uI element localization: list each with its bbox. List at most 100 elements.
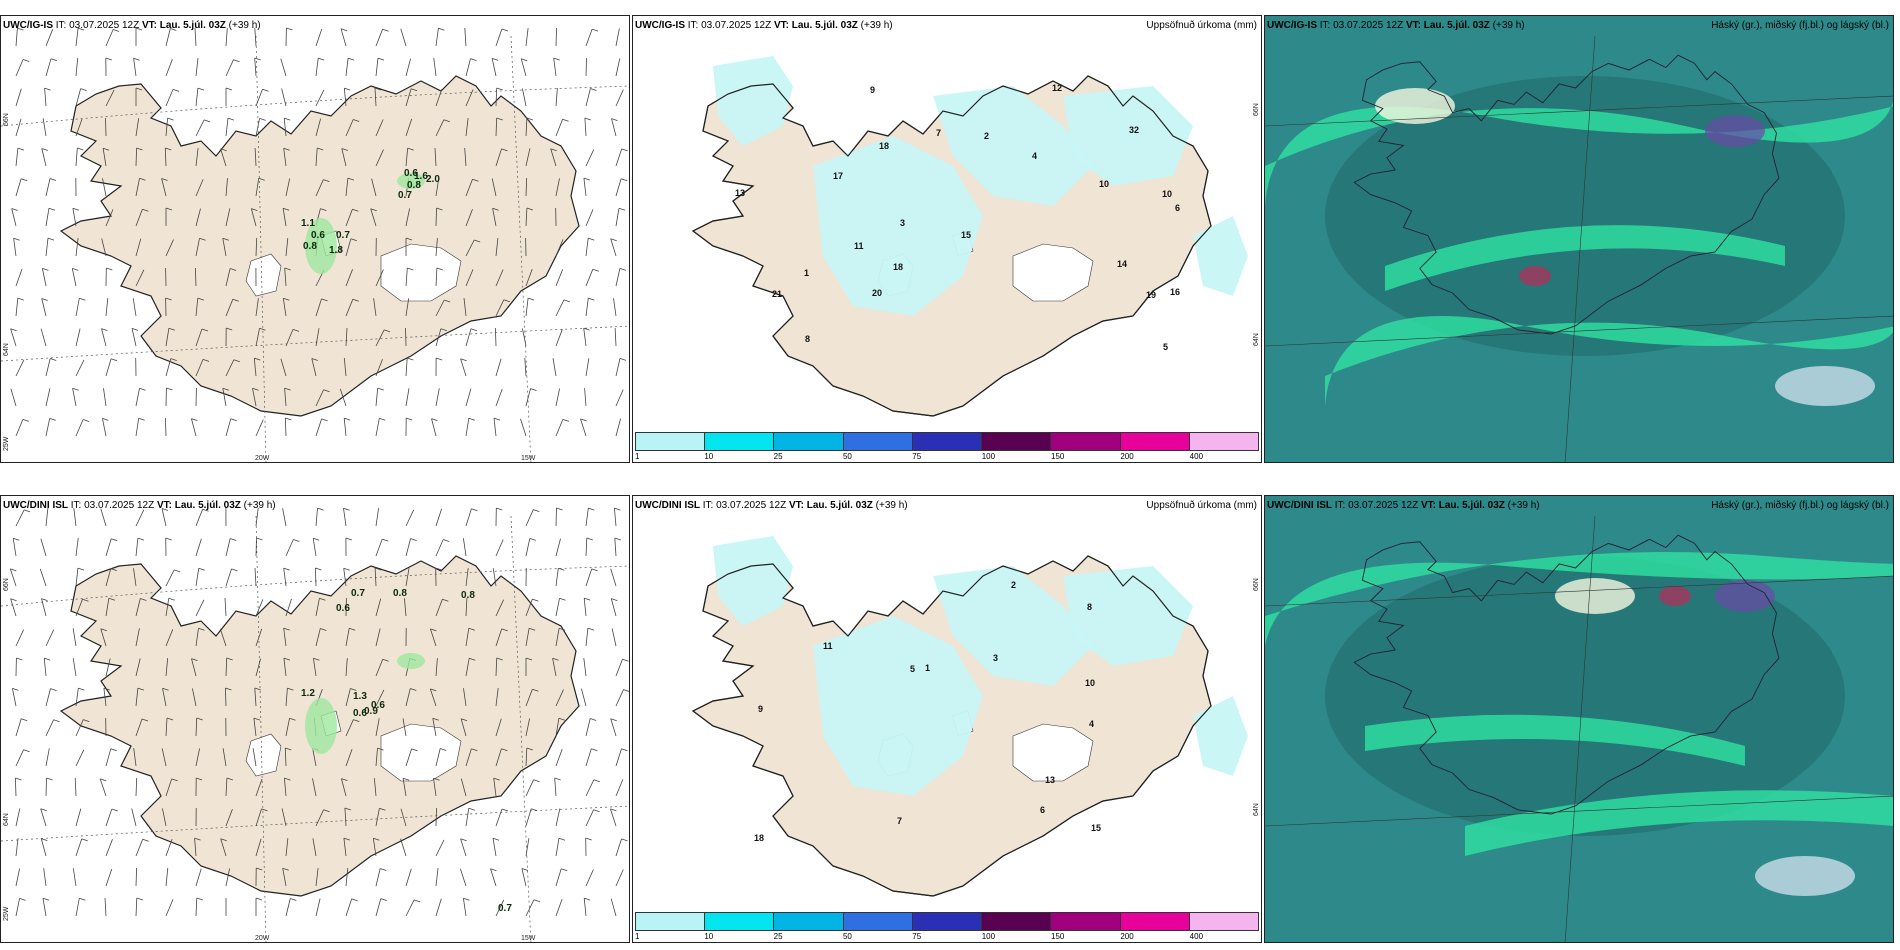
precip-value-label: 4	[1032, 151, 1037, 161]
legend-tick-label: 150	[1051, 932, 1065, 941]
lat-label-66: 66N	[3, 578, 10, 591]
wind-value-label: 0.6	[371, 700, 385, 711]
cloud-map-bottom	[1265, 496, 1893, 942]
precip-legend: 1 10 25 50 75 100 150 200 400	[635, 912, 1259, 941]
legend-tick-label: 75	[912, 932, 922, 941]
legend-tick-label: 10	[704, 932, 714, 941]
legend-swatch	[1051, 433, 1121, 450]
precip-panel-bottom: 10 13 18 15 11 7 6 5 8 4 3 2 1 9 UWC/DINI ISL IT: 03.…	[632, 495, 1262, 943]
panel-header: UWC/DINI ISL IT: 03.07.2025 12Z VT: Lau.…	[3, 500, 276, 511]
lon-label-20w: 20W	[255, 455, 270, 462]
legend-tick-label: 25	[773, 932, 783, 941]
legend-tick-label: 50	[842, 452, 852, 461]
legend-swatch	[1189, 433, 1258, 450]
legend-tick-label: 200	[1120, 452, 1134, 461]
lat-label-64: 64N	[3, 343, 10, 356]
wind-value-label: 1.1	[301, 218, 315, 229]
precip-value-label: 17	[833, 171, 843, 181]
legend-tick-label: 75	[912, 452, 922, 461]
panel-title: Uppsöfnuð úrkoma (mm)	[1146, 20, 1257, 31]
lat-label-64: 64N	[1253, 803, 1260, 816]
legend-swatch	[982, 433, 1052, 450]
wind-value-label: 0.8	[303, 241, 317, 252]
wind-value-label: 1.8	[329, 245, 343, 256]
legend-tick-label: 100	[981, 452, 996, 461]
lat-label-64: 64N	[1253, 333, 1260, 346]
legend-swatch	[774, 913, 844, 930]
wind-value-label: 0.6	[311, 230, 325, 241]
wind-panel-bottom: 0.7 0.6 0.8 0.8 1.2 1.3 0.6 0.6 0.9 0.7 UWC/DINI …	[0, 495, 630, 943]
cloud-map-top	[1265, 16, 1893, 462]
precip-value-label: 18	[754, 833, 764, 843]
legend-swatch	[843, 433, 913, 450]
wind-value-label: 1.3	[353, 691, 367, 702]
precip-map-top: 18 10 4 6 3 16 18 12 19 32 17 14 10 20 21 15 11 13 9 7 5 2 8 1	[691, 56, 1248, 417]
precip-value-label: 14	[1117, 259, 1127, 269]
wind-map-top: 1.10.60.80.71.80.61.60.82.00.7	[1, 27, 629, 462]
precip-value-label: 10	[1162, 189, 1172, 199]
precip-map-bottom: 10 13 18 15 11 7 6 5 8 4 3 2 1 9	[691, 536, 1248, 897]
wind-value-label: 0.9	[364, 706, 378, 717]
panel-title: Uppsöfnuð úrkoma (mm)	[1146, 500, 1257, 511]
lon-label-15w: 15W	[521, 455, 536, 462]
wind-value-label: 0.7	[498, 903, 512, 914]
legend-swatch	[912, 913, 983, 930]
precip-value-label: 2	[984, 131, 989, 141]
legend-tick-label: 150	[1051, 452, 1065, 461]
precip-value-label: 19	[1146, 290, 1156, 300]
panel-title: Háský (gr.), miðský (fj.bl.) og lágský (…	[1711, 20, 1889, 31]
legend-swatch	[636, 913, 706, 930]
precip-value-label: 7	[936, 128, 941, 138]
legend-swatch	[705, 913, 775, 930]
legend-tick-label: 25	[773, 452, 783, 461]
wind-value-label: 1.2	[301, 688, 315, 699]
precip-value-label: 11	[823, 641, 833, 651]
precip-value-label: 10	[1099, 179, 1109, 189]
wind-value-label: 0.8	[407, 180, 421, 191]
wind-map-bottom: 0.70.60.8 0.81.2 1.30.60.60.90.7	[1, 507, 629, 942]
precip-value-label: 10	[1085, 678, 1095, 688]
precip-value-label: 3	[993, 653, 998, 663]
precip-value-label: 9	[870, 85, 875, 95]
legend-swatch	[1120, 433, 1190, 450]
legend-tick-label: 400	[1189, 452, 1204, 461]
precip-value-label: 11	[854, 241, 864, 251]
precip-value-label: 32	[1129, 125, 1139, 135]
precip-value-label: 12	[1052, 83, 1062, 93]
legend-tick-label: 50	[842, 932, 852, 941]
precip-value-label: 9	[758, 704, 763, 714]
precip-value-label: 1	[804, 268, 809, 278]
wind-panel-top: 1.1 0.6 0.8 0.7 1.8 0.6 1.6 0.8 2.0 0.7 UWC/IG-IS…	[0, 15, 630, 463]
legend-swatch	[982, 913, 1052, 930]
lon-label-25w: 25W	[3, 906, 10, 921]
lat-label-66: 66N	[1253, 578, 1260, 591]
legend-tick-label: 200	[1120, 932, 1134, 941]
lon-label-20w: 20W	[255, 935, 270, 942]
legend-tick-label: 10	[704, 452, 714, 461]
legend-swatch	[843, 913, 913, 930]
precip-value-label: 6	[1175, 203, 1180, 213]
precip-value-label: 5	[1163, 342, 1168, 352]
legend-swatch	[636, 433, 706, 450]
panel-header: UWC/IG-IS IT: 03.07.2025 12Z VT: Lau. 5.…	[1267, 20, 1525, 31]
precip-panel-top: 18 10 4 6 3 16 18 12 19 32 17 14 10 20 21 15 11 13 9 7 5 2 8 1 …	[632, 15, 1262, 463]
legend-swatch	[705, 433, 775, 450]
legend-swatch	[1120, 913, 1190, 930]
wind-value-label: 0.7	[336, 230, 350, 241]
panel-header: UWC/IG-IS IT: 03.07.2025 12Z VT: Lau. 5.…	[635, 20, 893, 31]
panel-header: UWC/DINI ISL IT: 03.07.2025 12Z VT: Lau.…	[635, 500, 908, 511]
cloud-panel-top: UWC/IG-IS IT: 03.07.2025 12Z VT: Lau. 5.…	[1264, 15, 1894, 463]
precip-value-label: 4	[1089, 719, 1094, 729]
cloud-panel-bottom: UWC/DINI ISL IT: 03.07.2025 12Z VT: Lau.…	[1264, 495, 1894, 943]
precip-value-label: 3	[900, 218, 905, 228]
precip-value-label: 13	[1045, 775, 1055, 785]
wind-value-label: 1.6	[414, 171, 428, 182]
lat-label-66: 66N	[3, 113, 10, 126]
legend-swatch	[912, 433, 983, 450]
precip-value-label: 18	[879, 141, 889, 151]
precip-value-label: 7	[897, 816, 902, 826]
lon-label-25w: 25W	[3, 436, 10, 451]
precip-legend: 1 10 25 50 75 100 150 200 400	[635, 432, 1259, 461]
precip-value-label: 18	[893, 262, 903, 272]
precip-value-label: 20	[872, 288, 882, 298]
